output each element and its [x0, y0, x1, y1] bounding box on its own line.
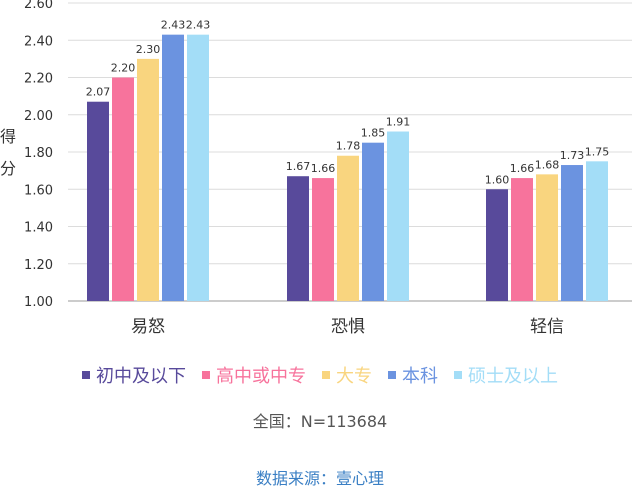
y-tick-label: 2.60: [24, 0, 53, 12]
legend-swatch: [322, 371, 330, 379]
legend-swatch: [82, 371, 90, 379]
bar: [511, 178, 533, 301]
y-tick-label: 2.40: [24, 34, 53, 49]
data-label: 1.75: [585, 145, 610, 158]
data-label: 1.91: [386, 116, 411, 129]
legend-swatch: [202, 371, 210, 379]
data-label: 1.68: [535, 158, 560, 171]
y-tick-label: 2.20: [24, 72, 53, 87]
bar: [112, 77, 134, 301]
y-tick-label: 1.80: [24, 146, 53, 161]
legend-swatch: [454, 371, 462, 379]
y-tick-label: 1.00: [24, 295, 53, 310]
legend-item: 大专: [322, 362, 372, 388]
data-label: 2.20: [111, 62, 136, 75]
data-label: 1.60: [485, 173, 510, 186]
legend-item: 高中或中专: [202, 362, 306, 388]
x-category-label: 易怒: [131, 317, 165, 337]
y-tick-label: 1.20: [24, 258, 53, 273]
data-label: 1.78: [336, 140, 361, 153]
data-label: 1.85: [361, 127, 386, 140]
data-source-note: 数据来源：壹心理: [255, 469, 384, 488]
y-tick-label: 2.00: [24, 109, 53, 124]
bar: [187, 34, 209, 301]
data-label: 2.43: [186, 19, 211, 32]
legend-swatch: [388, 371, 396, 379]
bar: [586, 161, 608, 301]
bar-chart: 1.00 1.20 1.40 1.60 1.80 2.00 2.20 2.40 2.60 得分 2.…: [0, 0, 632, 337]
bar: [362, 142, 384, 301]
legend: 初中及以下 高中或中专 大专 本科 硕士及以上: [0, 360, 640, 390]
legend-label: 大专: [336, 366, 372, 387]
data-label: 1.73: [560, 149, 585, 162]
legend-item: 硕士及以上: [454, 362, 558, 388]
bar: [561, 165, 583, 301]
legend-item: 初中及以下: [82, 362, 186, 388]
y-tick-label: 1.40: [24, 221, 53, 236]
data-label: 1.66: [510, 162, 535, 175]
legend-item: 本科: [388, 362, 438, 388]
x-category-label: 轻信: [530, 317, 564, 337]
sample-size-note: 全国：N=113684: [252, 412, 388, 431]
bar: [162, 34, 184, 301]
data-label: 2.30: [136, 43, 161, 56]
bar: [387, 131, 409, 301]
x-category-label: 恐惧: [331, 317, 365, 337]
bar: [536, 174, 558, 301]
bar: [486, 189, 508, 301]
data-label: 2.07: [86, 86, 111, 99]
bar: [87, 101, 109, 302]
y-axis-label: 得分: [0, 127, 16, 178]
data-label: 1.66: [311, 162, 336, 175]
legend-label: 本科: [402, 366, 438, 387]
data-label: 1.67: [286, 160, 311, 173]
legend-label: 高中或中专: [216, 366, 306, 387]
bar: [337, 155, 359, 301]
bar: [287, 176, 309, 301]
bar: [312, 178, 334, 301]
legend-label: 初中及以下: [96, 366, 186, 387]
bar: [137, 58, 159, 301]
legend-label: 硕士及以上: [468, 366, 558, 387]
data-label: 2.43: [161, 19, 186, 32]
y-tick-label: 1.60: [24, 183, 53, 198]
